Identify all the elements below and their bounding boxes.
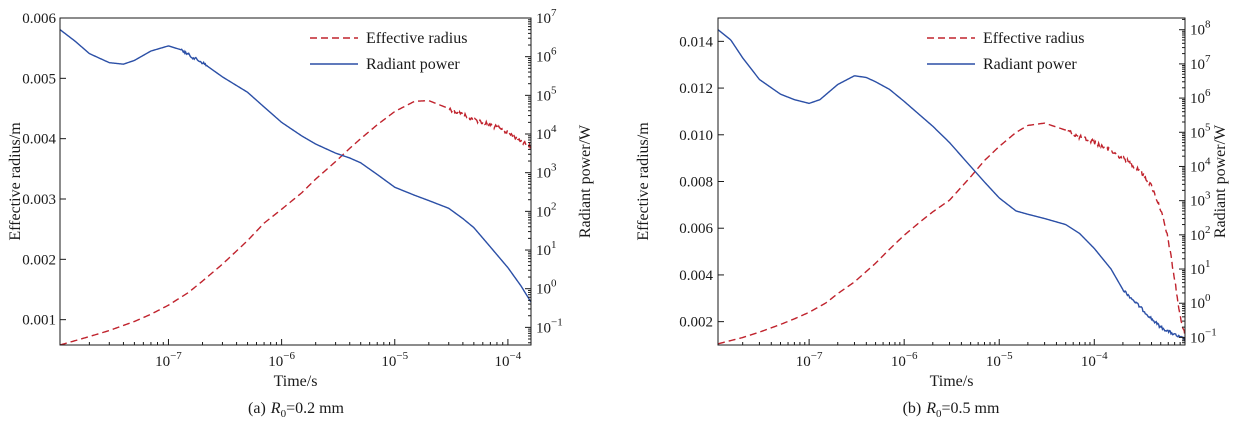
- y-left-tick-label: 0.006: [22, 11, 56, 27]
- y-axis-right: 10−1 100 101 102 103 104 105 106 107 108: [1179, 19, 1217, 346]
- y-right-tick-label: 104: [536, 123, 557, 143]
- y-axis-left-title: Effective radius/m: [635, 122, 652, 241]
- y-right-tick-label: 100: [1190, 292, 1211, 312]
- y-axis-right: 10−1 100 101 102 103 104 105 106 107: [525, 7, 563, 344]
- x-axis-title: Time/s: [274, 373, 318, 390]
- chart-panel-b: 10−7 10−6 10−5 10−4 0.002 0.004 0.006 0.008 0.01…: [635, 17, 1229, 420]
- x-tick-label: 10−7: [155, 350, 182, 370]
- y-left-tick-label: 0.003: [22, 192, 56, 208]
- y-right-tick-label: 104: [1190, 155, 1211, 175]
- y-axis-right-title: Radiant power/W: [1212, 124, 1229, 238]
- plot-frame: [59, 17, 532, 346]
- y-right-tick-label: 106: [1190, 87, 1211, 107]
- y-left-tick-label: 0.012: [679, 81, 713, 97]
- y-right-tick-label: 102: [536, 200, 557, 220]
- x-axis-title: Time/s: [930, 373, 974, 390]
- plot-frame: [717, 17, 1186, 346]
- x-axis: 10−7 10−6 10−5 10−4: [88, 339, 522, 370]
- y-right-tick-label: 106: [536, 46, 557, 66]
- y-right-tick-label: 10−1: [1190, 326, 1217, 346]
- y-left-tick-label: 0.001: [22, 313, 56, 329]
- legend-label: Effective radius: [366, 30, 467, 47]
- series-line-radiant-power: [718, 29, 1185, 342]
- series-line-radiant-power: [60, 29, 531, 303]
- panel-caption: (b) R0=0.5 mm: [903, 400, 1000, 420]
- series-line-effective-radius: [718, 122, 1185, 345]
- y-left-tick-label: 0.004: [679, 268, 713, 284]
- y-left-tick-label: 0.005: [22, 71, 56, 87]
- plot-area: [718, 29, 1185, 345]
- legend: Effective radius Radiant power: [310, 30, 467, 73]
- y-right-tick-label: 100: [536, 278, 557, 298]
- y-right-tick-label: 101: [536, 239, 557, 259]
- y-left-tick-label: 0.008: [679, 175, 713, 191]
- y-right-tick-label: 101: [1190, 258, 1211, 278]
- chart-panel-a: 10−7 10−6 10−5 10−40.0010.0020.0030.0040.00…: [7, 7, 594, 420]
- y-left-tick-label: 0.004: [22, 132, 56, 148]
- y-left-tick-label: 0.010: [679, 128, 713, 144]
- y-right-tick-label: 108: [1190, 19, 1211, 39]
- x-tick-label: 10−6: [891, 350, 918, 370]
- x-tick-label: 10−4: [1081, 350, 1108, 370]
- y-axis-left: 0.002 0.004 0.006 0.008 0.010 0.012 0.014: [679, 34, 724, 331]
- y-left-tick-label: 0.002: [679, 315, 713, 331]
- panel-caption: (a) R0=0.2 mm: [248, 400, 345, 420]
- y-right-tick-label: 105: [1190, 121, 1211, 141]
- series-line-effective-radius: [60, 99, 531, 345]
- y-right-tick-label: 10−1: [536, 316, 563, 336]
- x-tick-label: 10−5: [381, 350, 408, 370]
- x-tick-label: 10−4: [495, 350, 522, 370]
- y-axis-right-title: Radiant power/W: [577, 124, 594, 238]
- plot-area: [60, 29, 531, 345]
- y-left-tick-label: 0.014: [679, 34, 713, 50]
- x-tick-label: 10−5: [986, 350, 1013, 370]
- x-axis: 10−7 10−6 10−5 10−4: [742, 339, 1181, 370]
- y-axis-left: 0.001 0.002 0.003 0.004 0.005 0.006: [22, 11, 66, 329]
- y-right-tick-label: 102: [1190, 224, 1211, 244]
- legend: Effective radius Radiant power: [927, 30, 1084, 73]
- legend-label: Radiant power: [983, 56, 1077, 73]
- legend-label: Radiant power: [366, 56, 460, 73]
- y-left-tick-label: 0.006: [679, 221, 713, 237]
- y-right-tick-label: 107: [1190, 53, 1211, 73]
- y-right-tick-label: 105: [536, 84, 557, 104]
- legend-label: Effective radius: [983, 30, 1084, 47]
- y-left-tick-label: 0.002: [22, 252, 56, 268]
- x-tick-label: 10−6: [268, 350, 295, 370]
- x-tick-label: 10−7: [796, 350, 823, 370]
- y-right-tick-label: 107: [536, 7, 557, 27]
- y-axis-left-title: Effective radius/m: [7, 122, 24, 241]
- y-right-tick-label: 103: [536, 162, 557, 182]
- y-right-tick-label: 103: [1190, 190, 1211, 210]
